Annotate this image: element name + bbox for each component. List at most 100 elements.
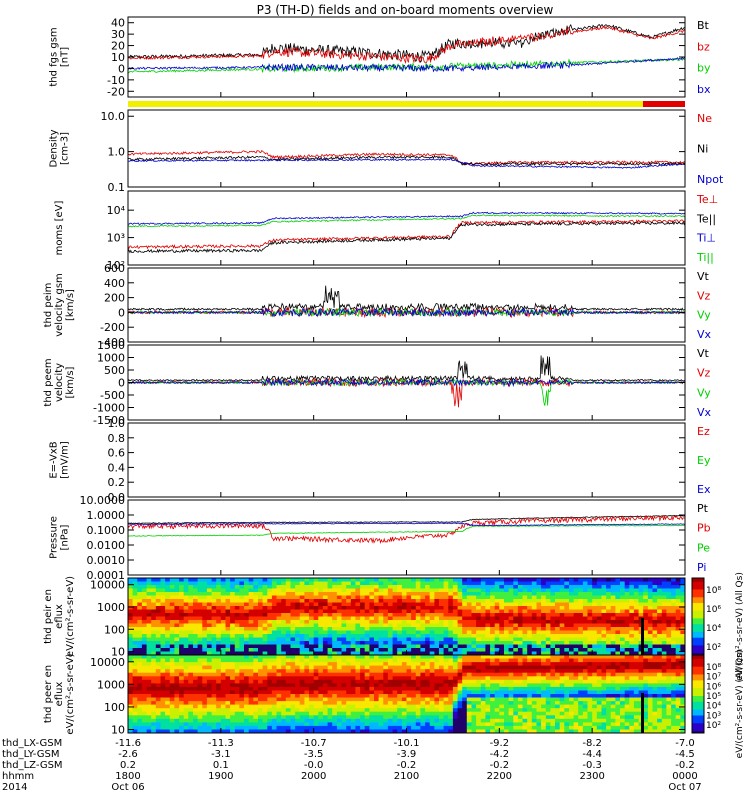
panel-8-ytick-label: 1000: [97, 601, 125, 614]
panel-8-cell: [541, 588, 547, 593]
panel-8-cell: [327, 630, 333, 635]
panel-8-cell: [647, 620, 654, 625]
panel-8-cell: [596, 578, 602, 583]
panel-8-cell: [504, 634, 510, 639]
panel-9-cell: [211, 697, 217, 702]
panel-8-cell: [615, 609, 621, 614]
panel-9-cell: [146, 669, 152, 674]
panel-8-cell: [620, 634, 626, 639]
panel-9-cell: [327, 669, 333, 674]
panel-8-cell: [211, 630, 217, 635]
panel-2-ytick-label: 0.1: [108, 181, 126, 194]
panel-9-cell: [202, 690, 208, 695]
panel-9-cell: [355, 669, 361, 674]
panel-6-ylabel: [mV/m]: [60, 441, 71, 479]
panel-8-cell: [448, 595, 454, 600]
panel-8-cell: [374, 588, 380, 593]
panel-8-cell: [258, 644, 264, 649]
panel-8-cell: [383, 641, 389, 646]
panel-9-cell: [188, 701, 194, 706]
panel-9-cell: [332, 697, 338, 702]
panel-8-cell: [624, 588, 630, 593]
panel-9-cell: [443, 711, 449, 716]
panel-8-cell: [420, 606, 426, 611]
panel-8-cell: [355, 641, 361, 646]
panel-9-cell: [216, 655, 222, 660]
panel-8-cell: [420, 648, 426, 653]
panel-9-cell: [341, 665, 347, 670]
panel-8-cell: [374, 609, 380, 614]
panel-9-cell: [160, 722, 166, 727]
panel-8-cell: [336, 588, 343, 593]
panel-8-cell: [230, 595, 236, 600]
panel-9-cell: [360, 725, 366, 730]
panel-8-cell: [411, 599, 417, 604]
panel-9-cell: [415, 694, 421, 699]
panel-8-cell: [271, 637, 278, 642]
panel-9-cell: [513, 655, 519, 660]
panel-9-cell: [462, 725, 468, 730]
panel-8-cell: [230, 609, 236, 614]
panel-9-cell: [355, 672, 361, 677]
panel-8-cell: [193, 595, 199, 600]
panel-9-cell: [466, 658, 472, 663]
panel-8-cell: [374, 606, 380, 611]
panel-8-cell: [285, 644, 291, 649]
panel-9-cell: [318, 722, 324, 727]
panel-9-cell: [559, 704, 565, 709]
panel-9-cell: [174, 669, 180, 674]
panel-9-cell: [387, 697, 394, 702]
panel-9-cell: [541, 722, 547, 727]
panel-8-cell: [657, 620, 663, 625]
panel-8-cell: [318, 627, 324, 632]
panel-9-cell: [239, 729, 245, 733]
panel-9-cell: [206, 697, 213, 702]
panel-9-cell: [332, 662, 338, 667]
panel-8-cell: [480, 592, 486, 597]
panel-9-cell: [517, 697, 524, 702]
panel-8-cell: [165, 602, 171, 607]
panel-9-cell: [309, 679, 315, 684]
panel-8-cell: [253, 606, 259, 611]
panel-9-cell: [271, 672, 278, 677]
panel-9-cell: [216, 672, 222, 677]
panel-8-cell: [448, 616, 454, 621]
panel-8-cell: [647, 634, 654, 639]
panel-9-cell: [155, 697, 161, 702]
panel-8-cell: [183, 599, 189, 604]
panel-9-cell: [406, 686, 412, 691]
panel-9-cell: [406, 662, 412, 667]
panel-9-cell: [457, 669, 463, 674]
panel-8-cell: [137, 620, 143, 625]
panel-8-cell: [364, 644, 370, 649]
panel-8-cell: [439, 641, 445, 646]
panel-9-cell: [355, 658, 361, 663]
panel-8-cell: [457, 609, 463, 614]
panel-9-cell: [341, 690, 347, 695]
panel-8-cell: [439, 627, 445, 632]
panel-8-cell: [230, 627, 236, 632]
panel-8-cell: [564, 627, 570, 632]
panel-9-cell: [559, 722, 565, 727]
panel-8-cell: [550, 630, 556, 635]
panel-8-cell: [513, 613, 519, 618]
panel-8-cell: [457, 585, 463, 590]
panel-8-cell: [420, 581, 426, 586]
panel-9-cell: [504, 701, 510, 706]
panel-9-cell: [369, 725, 375, 730]
panel-8-cell: [206, 602, 213, 607]
panel-9-cell: [285, 669, 291, 674]
panel-9-cell: [434, 725, 440, 730]
panel-8-cell: [378, 648, 384, 653]
panel-9-cell: [216, 665, 222, 670]
panel-8-cell: [573, 651, 579, 655]
panel-9-cell: [452, 655, 459, 660]
panel-9-cell: [322, 694, 329, 699]
panel-8-cell: [206, 595, 213, 600]
panel-9-cell: [555, 718, 561, 723]
panel-9-cell: [295, 655, 301, 660]
panel-9-cell: [248, 694, 254, 699]
panel-8-cell: [295, 644, 301, 649]
panel-8-cell: [476, 623, 482, 628]
panel-8-cell: [536, 588, 542, 593]
